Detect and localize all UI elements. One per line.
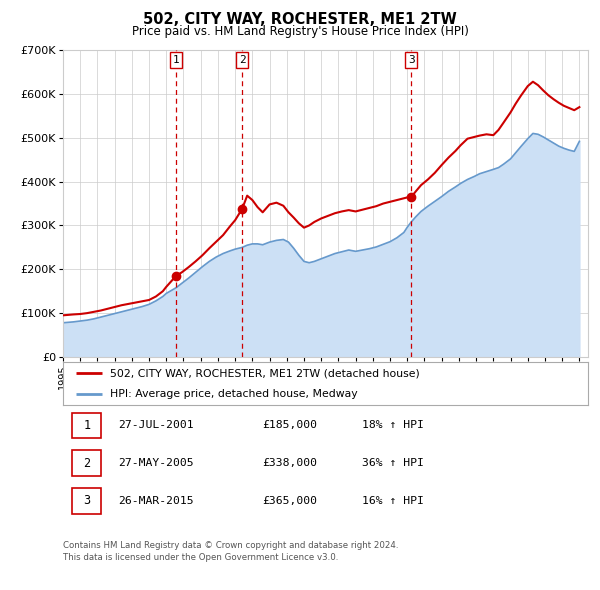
- Text: 502, CITY WAY, ROCHESTER, ME1 2TW: 502, CITY WAY, ROCHESTER, ME1 2TW: [143, 12, 457, 27]
- Text: 1: 1: [173, 55, 179, 65]
- Text: 3: 3: [83, 494, 91, 507]
- Text: This data is licensed under the Open Government Licence v3.0.: This data is licensed under the Open Gov…: [63, 553, 338, 562]
- Text: Contains HM Land Registry data © Crown copyright and database right 2024.: Contains HM Land Registry data © Crown c…: [63, 541, 398, 550]
- Text: 502, CITY WAY, ROCHESTER, ME1 2TW (detached house): 502, CITY WAY, ROCHESTER, ME1 2TW (detac…: [110, 369, 420, 378]
- Text: HPI: Average price, detached house, Medway: HPI: Average price, detached house, Medw…: [110, 389, 358, 398]
- Text: £365,000: £365,000: [263, 496, 317, 506]
- Text: 2: 2: [83, 457, 91, 470]
- Text: 16% ↑ HPI: 16% ↑ HPI: [362, 496, 424, 506]
- FancyBboxPatch shape: [73, 412, 101, 438]
- Text: £338,000: £338,000: [263, 458, 317, 468]
- Text: £185,000: £185,000: [263, 421, 317, 430]
- Text: 18% ↑ HPI: 18% ↑ HPI: [362, 421, 424, 430]
- Text: 27-MAY-2005: 27-MAY-2005: [118, 458, 194, 468]
- Text: 1: 1: [83, 419, 91, 432]
- Text: 27-JUL-2001: 27-JUL-2001: [118, 421, 194, 430]
- FancyBboxPatch shape: [73, 488, 101, 514]
- Text: 2: 2: [239, 55, 245, 65]
- Text: Price paid vs. HM Land Registry's House Price Index (HPI): Price paid vs. HM Land Registry's House …: [131, 25, 469, 38]
- Text: 36% ↑ HPI: 36% ↑ HPI: [362, 458, 424, 468]
- Text: 26-MAR-2015: 26-MAR-2015: [118, 496, 194, 506]
- Text: 3: 3: [408, 55, 415, 65]
- FancyBboxPatch shape: [73, 450, 101, 476]
